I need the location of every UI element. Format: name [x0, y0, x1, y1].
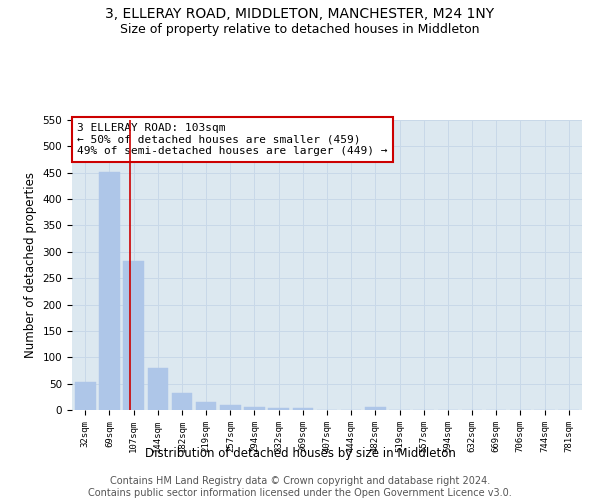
Bar [220, 406, 241, 410]
Bar [124, 261, 144, 410]
Bar [244, 407, 265, 410]
Bar [293, 408, 313, 410]
Bar [148, 368, 168, 410]
Bar [365, 408, 386, 410]
Text: 3, ELLERAY ROAD, MIDDLETON, MANCHESTER, M24 1NY: 3, ELLERAY ROAD, MIDDLETON, MANCHESTER, … [106, 8, 494, 22]
Bar [75, 382, 95, 410]
Text: Contains HM Land Registry data © Crown copyright and database right 2024.
Contai: Contains HM Land Registry data © Crown c… [88, 476, 512, 498]
Bar [99, 172, 120, 410]
Text: Size of property relative to detached houses in Middleton: Size of property relative to detached ho… [120, 22, 480, 36]
Text: 3 ELLERAY ROAD: 103sqm
← 50% of detached houses are smaller (459)
49% of semi-de: 3 ELLERAY ROAD: 103sqm ← 50% of detached… [77, 123, 388, 156]
Text: Distribution of detached houses by size in Middleton: Distribution of detached houses by size … [145, 448, 455, 460]
Bar [268, 408, 289, 410]
Bar [172, 393, 192, 410]
Y-axis label: Number of detached properties: Number of detached properties [24, 172, 37, 358]
Bar [196, 402, 217, 410]
